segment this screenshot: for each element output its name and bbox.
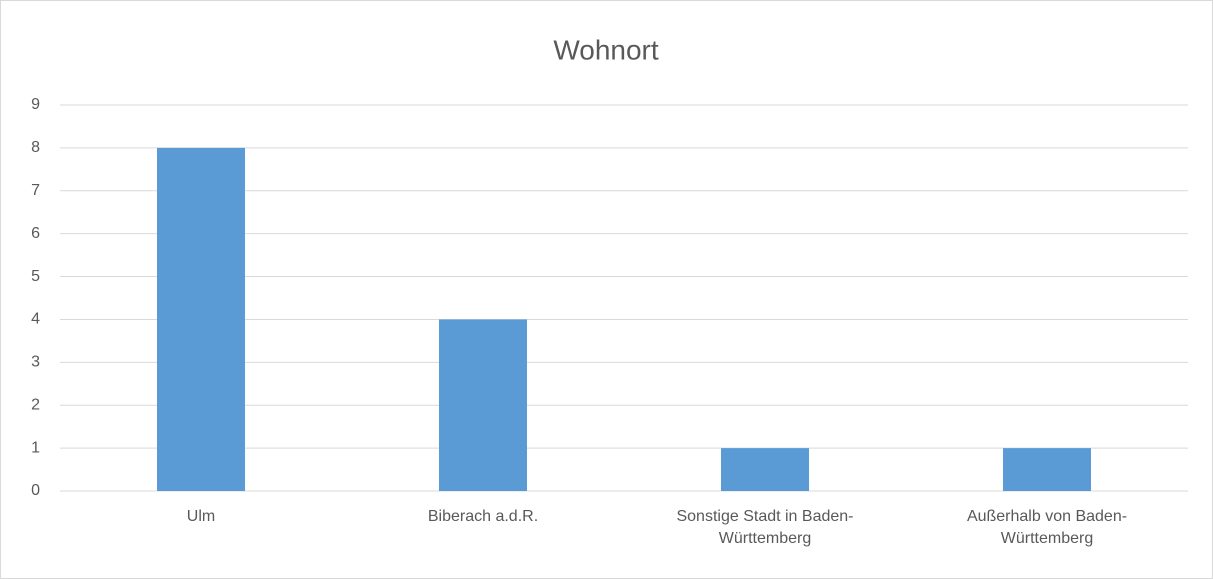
y-tick-label: 1 — [31, 439, 40, 456]
y-tick-label: 8 — [31, 139, 40, 156]
bar — [157, 147, 245, 491]
y-tick-label: 4 — [31, 311, 40, 328]
bar — [439, 319, 527, 491]
y-tick-label: 5 — [31, 268, 40, 285]
x-tick-label: Ulm — [186, 508, 216, 525]
chart-title: Wohnort — [553, 34, 659, 65]
x-tick-label: Biberach a.d.R. — [427, 508, 539, 525]
y-tick-label: 2 — [31, 396, 40, 413]
bar — [1003, 448, 1091, 491]
y-tick-label: 7 — [31, 182, 40, 199]
bar — [721, 448, 809, 491]
y-tick-label: 0 — [31, 482, 40, 499]
y-tick-label: 6 — [31, 225, 40, 242]
x-tick-label: Sonstige Stadt in Baden-Württemberg — [676, 508, 854, 547]
y-tick-label: 9 — [31, 96, 40, 113]
x-tick-label: Außerhalb von Baden-Württemberg — [966, 508, 1128, 547]
y-tick-label: 3 — [31, 354, 40, 371]
